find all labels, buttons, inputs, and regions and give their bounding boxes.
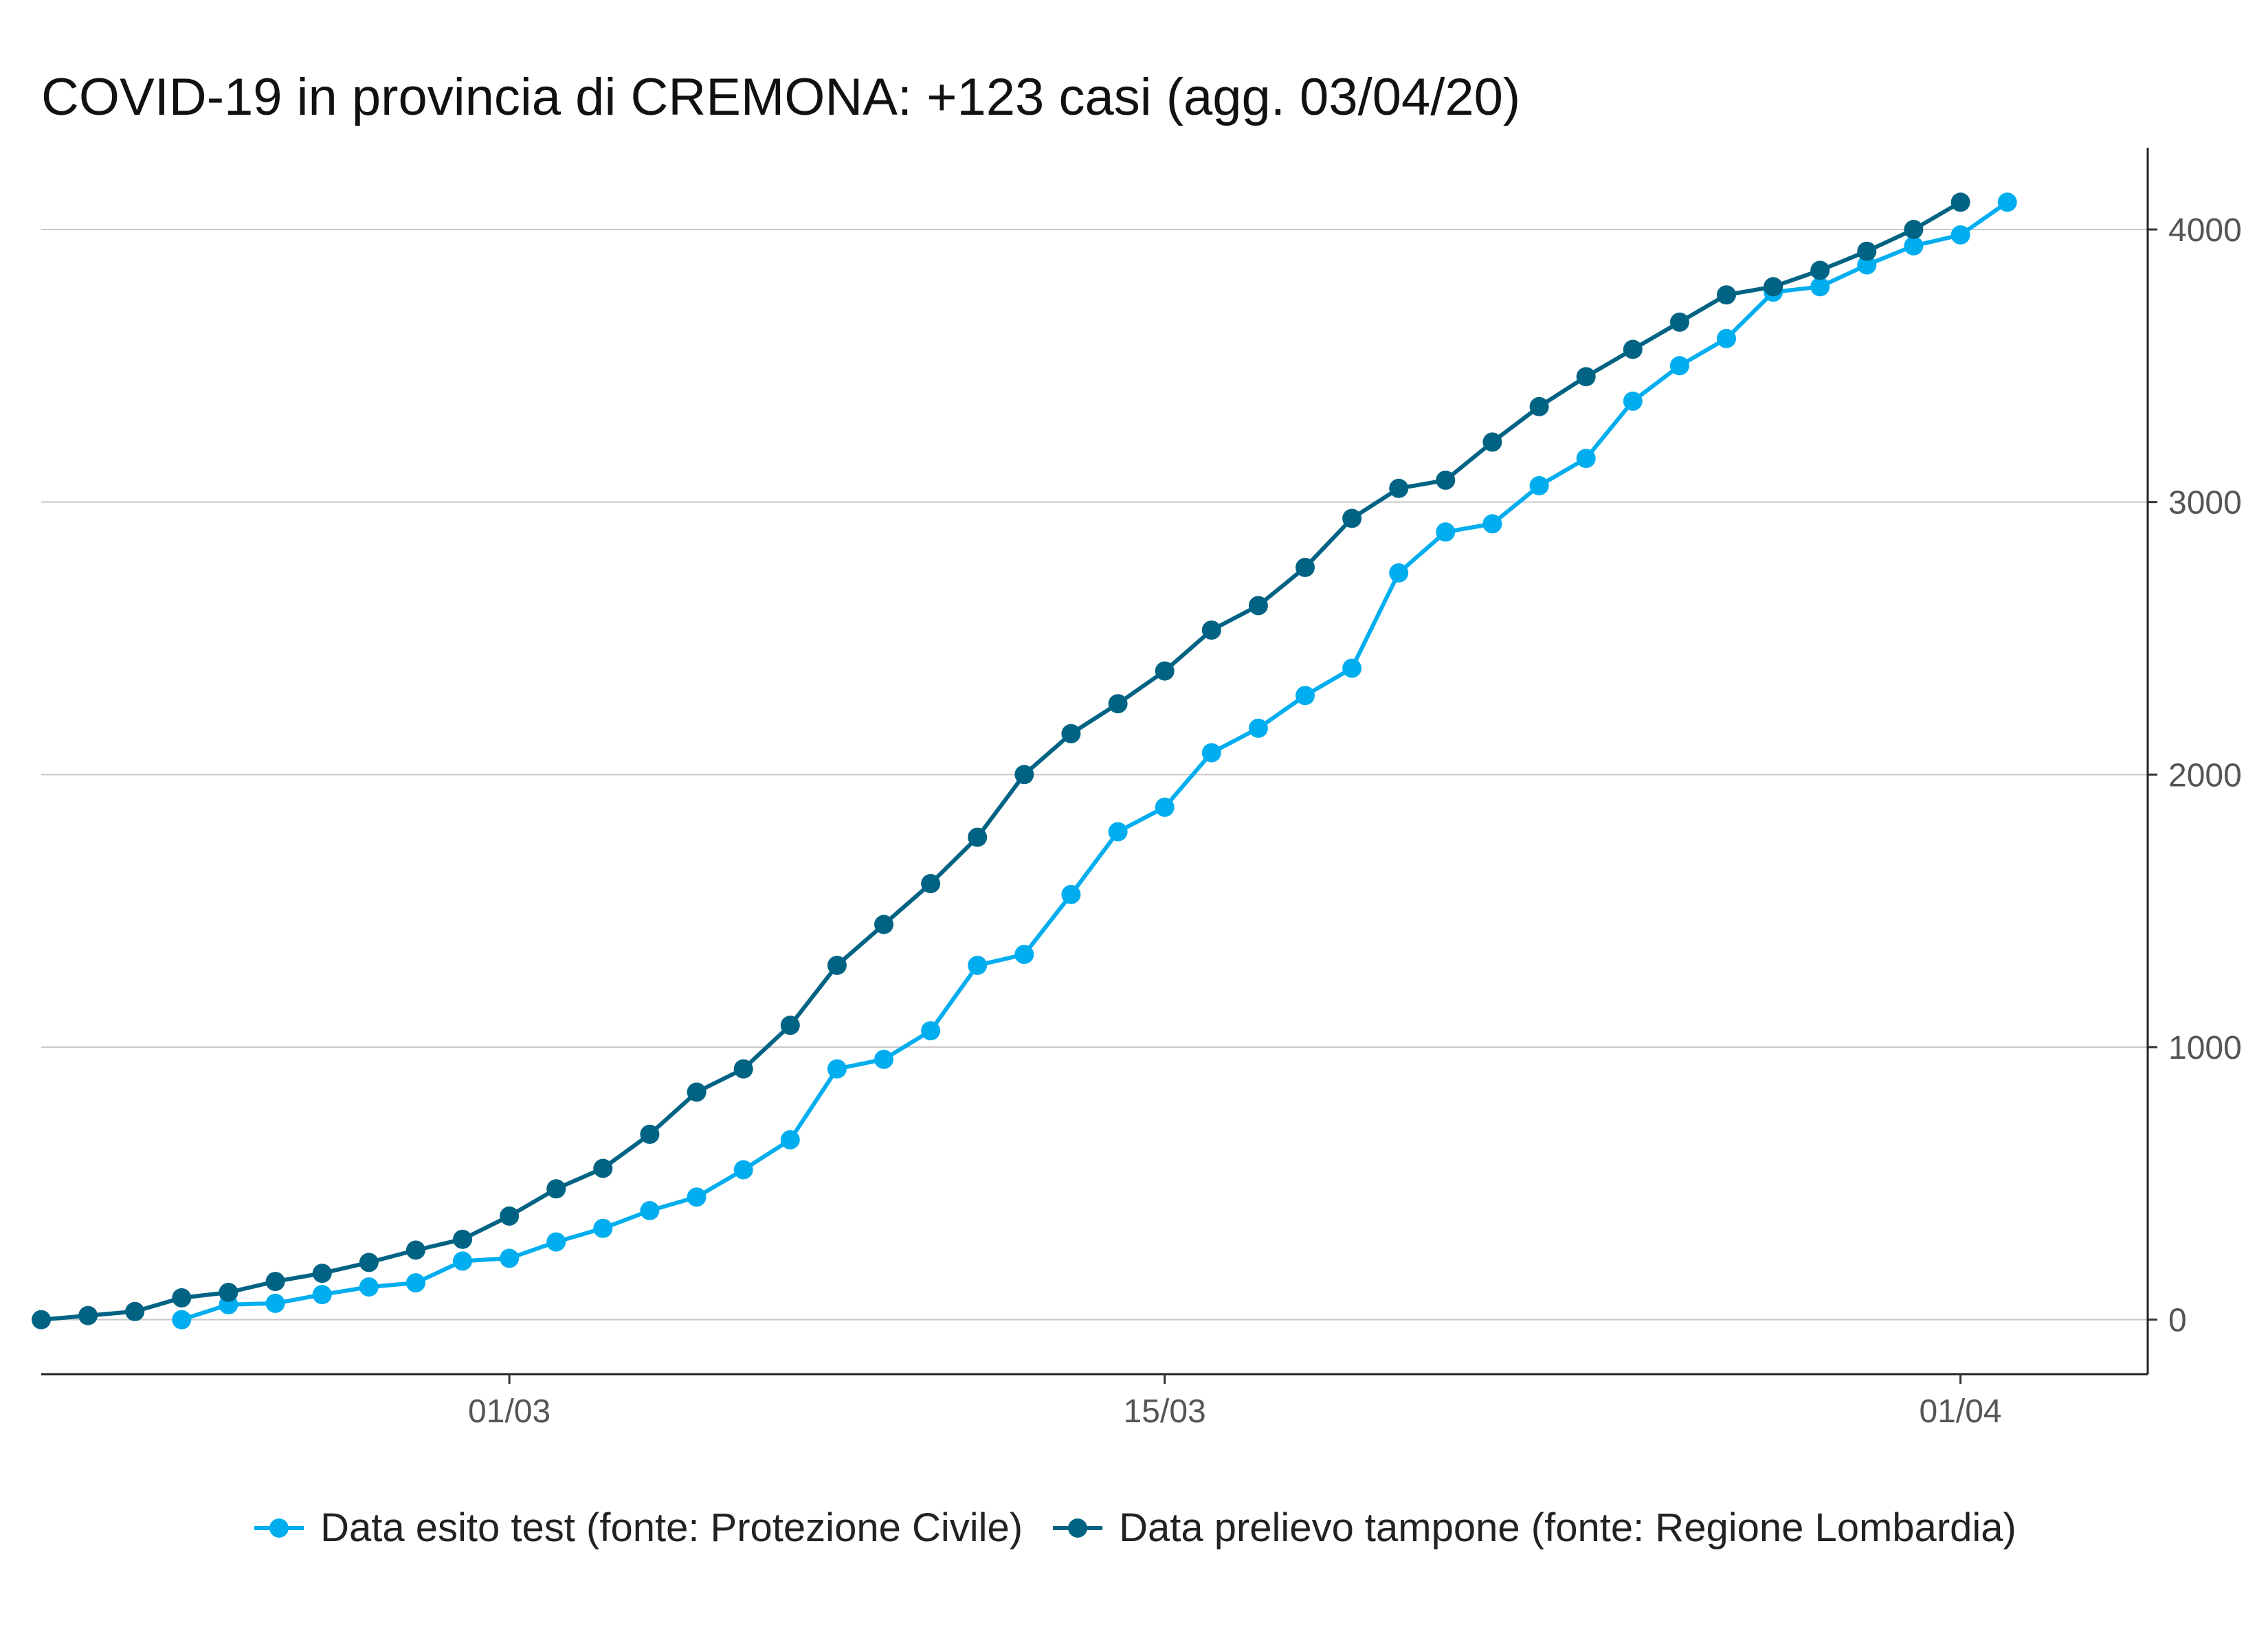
series-2-point: [1904, 220, 1924, 239]
series-2-point: [78, 1305, 98, 1325]
series-2-point: [687, 1082, 707, 1102]
series-2-point: [1950, 192, 1970, 212]
series-2-point: [1764, 277, 1783, 297]
y-tick-label: 3000: [2168, 485, 2242, 521]
series-1-point: [968, 956, 988, 975]
legend: Data esito test (fonte: Protezione Civil…: [0, 1505, 2268, 1551]
series-2-point: [874, 915, 893, 934]
series-1-point: [405, 1273, 425, 1293]
series-2-point: [405, 1240, 425, 1260]
series-1-point: [1436, 522, 1456, 542]
series-2-point: [546, 1179, 566, 1199]
series-1-point: [1576, 449, 1596, 469]
series-1-point: [874, 1049, 893, 1069]
y-tick-label: 4000: [2168, 212, 2242, 249]
series-2-point: [453, 1229, 472, 1249]
legend-label: Data esito test (fonte: Protezione Civil…: [320, 1505, 1023, 1550]
legend-item-2: Data prelievo tampone (fonte: Regione Lo…: [1050, 1505, 2016, 1551]
series-2-point: [172, 1288, 192, 1308]
y-tick-label: 2000: [2168, 757, 2242, 794]
legend-key-icon: [1053, 1518, 1103, 1538]
series-1-point: [1014, 945, 1034, 965]
series-1-point: [1904, 236, 1924, 256]
series-2-point: [1810, 260, 1830, 280]
series-2-point: [1436, 470, 1456, 490]
series-1-point: [265, 1293, 285, 1313]
legend-item-1: Data esito test (fonte: Protezione Civil…: [252, 1505, 1023, 1551]
series-1-point: [827, 1059, 847, 1079]
series-1-point: [1810, 277, 1830, 297]
series-2-point: [968, 827, 988, 847]
series-2-point: [1623, 339, 1643, 359]
x-tick-label: 01/03: [468, 1393, 551, 1430]
series-1-point: [921, 1021, 941, 1041]
series-2-point: [733, 1059, 753, 1079]
legend-label: Data prelievo tampone (fonte: Regione Lo…: [1119, 1505, 2016, 1550]
chart-title: COVID-19 in provincia di CREMONA: +123 c…: [41, 68, 1521, 126]
series-1-point: [687, 1187, 707, 1207]
series-2-point: [219, 1283, 238, 1302]
series-1-point: [1248, 718, 1268, 738]
series-1-point: [1389, 563, 1409, 583]
series-2-point: [1482, 432, 1502, 452]
series-1-point: [780, 1130, 800, 1149]
series-2-point: [827, 956, 847, 975]
y-tick-label: 0: [2168, 1303, 2187, 1339]
series-2-point: [500, 1206, 520, 1226]
series-1-point: [1950, 225, 1970, 245]
series-2-point: [125, 1301, 145, 1321]
series-1-point: [1997, 192, 2017, 212]
series-1-point: [1717, 328, 1736, 348]
series-1-point: [1201, 743, 1221, 763]
x-tick-label: 01/04: [1919, 1393, 2001, 1430]
series-2-point: [1389, 478, 1409, 498]
series-1-point: [1155, 797, 1175, 817]
series-1-point: [1669, 356, 1689, 376]
series-1-point: [1482, 514, 1502, 534]
series-1-point: [640, 1201, 660, 1220]
series-2-point: [1248, 596, 1268, 616]
series-2-point: [359, 1253, 379, 1272]
series-1-point: [1296, 686, 1315, 706]
series-2-point: [1529, 396, 1549, 416]
series-2-point: [1201, 620, 1221, 640]
series-1-point: [359, 1277, 379, 1297]
series-1-point: [1342, 658, 1362, 678]
series-1-point: [1061, 884, 1081, 904]
series-1-point: [1623, 391, 1643, 411]
series-1-point: [733, 1160, 753, 1180]
series-1-point: [453, 1251, 472, 1271]
series-2-point: [32, 1310, 51, 1330]
series-2-point: [1576, 367, 1596, 387]
series-2-point: [1342, 508, 1362, 528]
series-1-point: [312, 1285, 332, 1305]
series-2-point: [921, 874, 941, 893]
series-1-point: [172, 1310, 192, 1330]
series-line-1: [181, 200, 2009, 1322]
series-1-point: [593, 1218, 613, 1238]
series-2-point: [1061, 723, 1081, 743]
series-2-point: [1108, 694, 1128, 714]
series-2-point: [265, 1272, 285, 1292]
x-tick-label: 15/03: [1124, 1393, 1206, 1430]
series-1-point: [500, 1248, 520, 1268]
series-2-point: [1014, 765, 1034, 785]
series-1-point: [546, 1232, 566, 1252]
series-2-point: [593, 1158, 613, 1178]
y-tick-label: 1000: [2168, 1030, 2242, 1066]
series-1-point: [1108, 822, 1128, 842]
series-1-point: [1529, 475, 1549, 495]
series-2-point: [1857, 241, 1877, 261]
series-1-point: [1857, 255, 1877, 275]
series-2-point: [780, 1016, 800, 1035]
series-2-point: [640, 1124, 660, 1144]
series-2-point: [1155, 661, 1175, 681]
series-2-point: [1717, 285, 1736, 305]
legend-key-icon: [254, 1518, 304, 1538]
series-2-point: [1296, 557, 1315, 577]
series-2-point: [312, 1264, 332, 1283]
series-2-point: [1669, 312, 1689, 332]
